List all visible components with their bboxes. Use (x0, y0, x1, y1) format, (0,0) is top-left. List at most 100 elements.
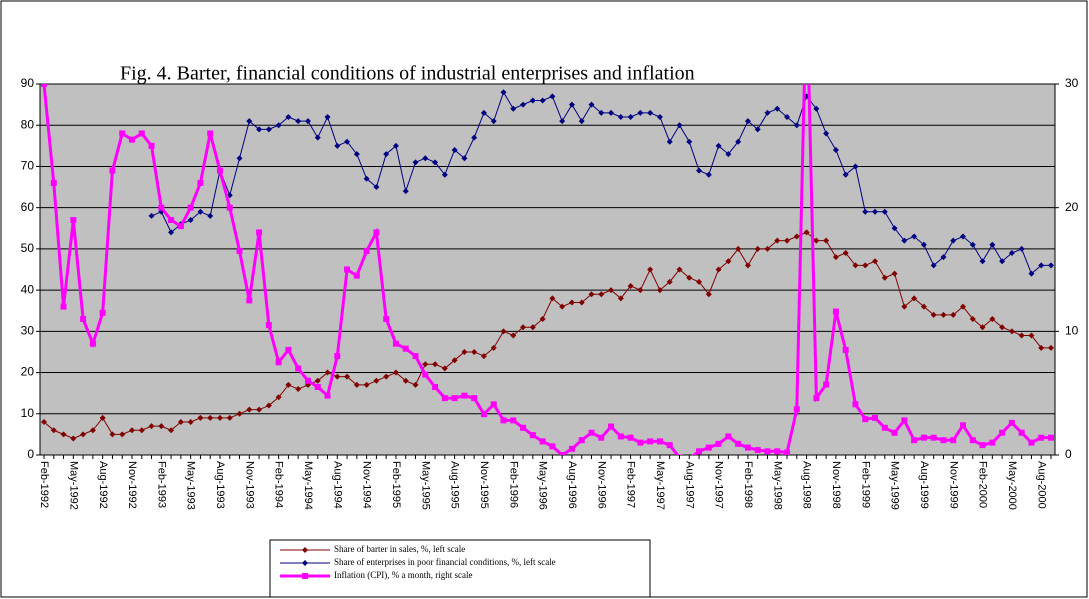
data-point (715, 266, 722, 273)
data-point (432, 159, 439, 166)
data-point (676, 266, 683, 273)
y-tick-label: 30 (21, 324, 35, 338)
data-point (500, 328, 507, 335)
data-point (246, 297, 253, 304)
data-point (197, 414, 204, 421)
data-point (940, 437, 947, 444)
data-point (901, 417, 908, 424)
data-point (823, 381, 830, 388)
data-point (656, 113, 663, 120)
data-point (216, 414, 223, 421)
x-tick-label: May-1996 (537, 461, 549, 510)
data-point (930, 262, 937, 269)
data-point (177, 419, 184, 426)
data-point (803, 229, 810, 236)
x-tick-label: Feb-1992 (38, 461, 50, 508)
data-point (1008, 250, 1015, 257)
data-point (500, 417, 507, 424)
data-point (842, 346, 849, 353)
y2-tick-label: 10 (1065, 324, 1079, 338)
x-tick-label: Aug-1992 (97, 461, 109, 509)
data-point (676, 454, 683, 455)
data-point (666, 278, 673, 285)
y2-tick-label: 0 (1065, 447, 1072, 461)
data-point (392, 142, 399, 149)
legend-label: Inflation (CPI), % a month, right scale (334, 570, 472, 580)
x-tick-label: Nov-1997 (713, 461, 725, 509)
data-point (334, 142, 341, 149)
data-point (744, 118, 751, 125)
data-point (979, 324, 986, 331)
data-point (1028, 439, 1035, 446)
data-point (891, 225, 898, 232)
legend-box (269, 539, 651, 598)
data-point (666, 442, 673, 449)
y-tick-label: 10 (21, 406, 35, 420)
data-point (647, 266, 654, 273)
data-point (216, 167, 223, 174)
data-point (627, 113, 634, 120)
data-point (989, 315, 996, 322)
data-point (705, 444, 712, 451)
data-point (412, 159, 419, 166)
data-point (383, 373, 390, 380)
data-point (568, 101, 575, 108)
legend-label: Share of barter in sales, %, left scale (334, 544, 465, 554)
data-point (256, 229, 263, 236)
data-point (1028, 332, 1035, 339)
data-point (549, 93, 556, 100)
data-point (295, 365, 302, 372)
data-point (725, 433, 732, 440)
data-point (930, 434, 937, 441)
data-point (862, 262, 869, 269)
data-point (148, 423, 155, 430)
data-point (471, 348, 478, 355)
data-point (725, 151, 732, 158)
data-point (353, 151, 360, 158)
x-tick-label: Feb-2000 (977, 461, 989, 508)
data-point (168, 229, 175, 236)
data-point (744, 262, 751, 269)
data-point (823, 130, 830, 137)
data-point (80, 315, 87, 322)
x-tick-label: May-1995 (419, 461, 431, 510)
data-point (881, 274, 888, 281)
x-tick-label: Aug-2000 (1035, 461, 1047, 509)
x-tick-label: Nov-1995 (478, 461, 490, 509)
data-point (950, 437, 957, 444)
data-point (578, 437, 585, 444)
data-point (881, 208, 888, 215)
data-point (979, 258, 986, 265)
data-point (373, 184, 380, 191)
data-point (510, 417, 517, 424)
data-point (412, 353, 419, 360)
x-tick-label: Aug-1998 (801, 461, 813, 509)
data-point (50, 179, 57, 186)
data-point (246, 118, 253, 125)
data-point (304, 118, 311, 125)
data-point (285, 113, 292, 120)
data-point (862, 416, 869, 423)
data-point (529, 97, 536, 104)
y-tick-label: 50 (21, 241, 35, 255)
data-point (109, 167, 116, 174)
data-point (529, 432, 536, 439)
x-tick-label: Nov-1994 (361, 461, 373, 509)
x-tick-label: Feb-1996 (507, 461, 519, 508)
data-point (637, 109, 644, 116)
x-tick-label: Nov-1998 (830, 461, 842, 509)
data-point (842, 250, 849, 257)
legend-marker (302, 547, 308, 553)
data-point (872, 258, 879, 265)
data-point (911, 233, 918, 240)
data-point (539, 315, 546, 322)
data-point (480, 353, 487, 360)
data-point (236, 410, 243, 417)
data-point (891, 429, 898, 436)
data-point (256, 126, 263, 133)
x-tick-label: May-1994 (302, 461, 314, 510)
data-point (246, 406, 253, 413)
x-tick-label: Aug-1994 (331, 461, 343, 509)
data-point (852, 163, 859, 170)
